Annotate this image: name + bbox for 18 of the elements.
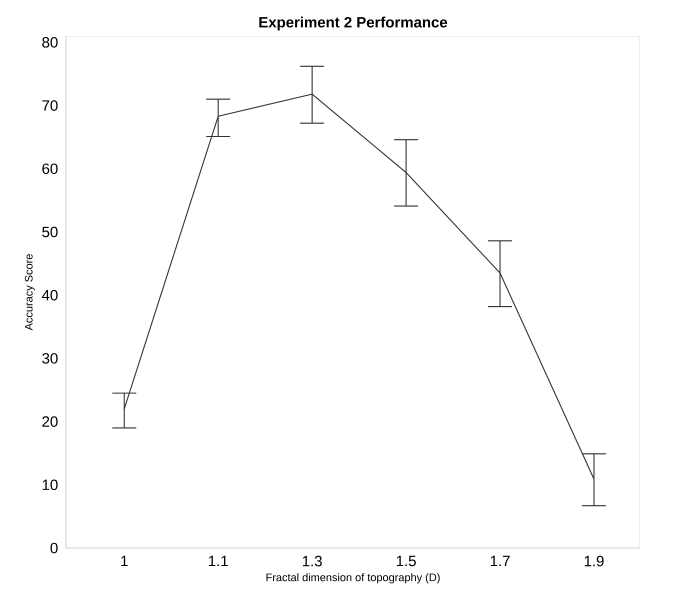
chart-title: Experiment 2 Performance <box>259 16 448 30</box>
x-tick-label: 1.7 <box>490 556 510 566</box>
x-tick-label: 1.5 <box>396 556 416 566</box>
y-axis-title: Accuracy Score <box>24 254 35 330</box>
x-axis-title: Fractal dimension of topography (D) <box>266 573 440 584</box>
y-tick-label: 60 <box>42 163 58 174</box>
x-tick-label: 1.3 <box>302 556 322 566</box>
y-tick-label: 50 <box>42 226 58 238</box>
y-tick-label: 30 <box>42 353 58 364</box>
y-tick-label: 80 <box>42 37 58 48</box>
x-tick-label: 1.9 <box>584 556 604 566</box>
y-tick-label: 0 <box>50 542 58 554</box>
y-tick-label: 10 <box>42 479 58 490</box>
y-tick-label: 20 <box>42 416 58 427</box>
x-tick-label: 1.1 <box>208 556 228 566</box>
y-tick-label: 40 <box>42 290 58 300</box>
y-tick-label: 70 <box>42 100 58 111</box>
x-tick-label: 1 <box>121 556 128 566</box>
